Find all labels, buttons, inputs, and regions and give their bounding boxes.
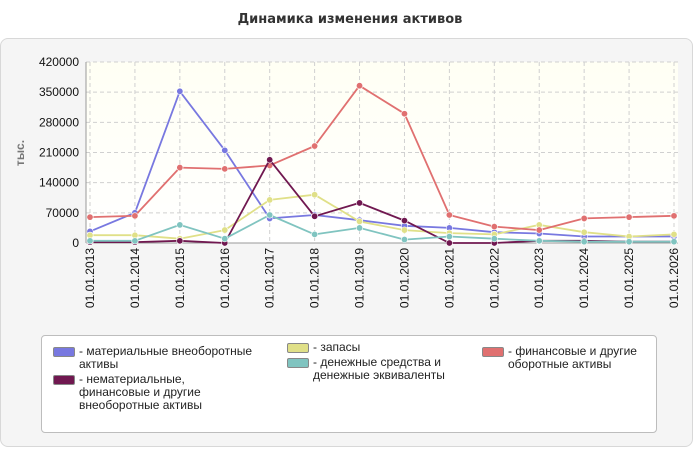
data-point-4[interactable] bbox=[670, 238, 678, 246]
x-tick-label: 01.01.2022 bbox=[487, 248, 501, 308]
data-point-4[interactable] bbox=[445, 233, 453, 241]
data-point-2[interactable] bbox=[490, 223, 498, 231]
data-point-4[interactable] bbox=[400, 236, 408, 244]
legend-item-inventory[interactable]: - запасы bbox=[287, 341, 477, 354]
data-point-2[interactable] bbox=[176, 164, 184, 172]
x-tick-label: 01.01.2019 bbox=[353, 248, 367, 308]
series-lines bbox=[86, 82, 678, 247]
legend-swatch bbox=[482, 347, 504, 357]
data-point-2[interactable] bbox=[580, 214, 588, 222]
y-tick-labels: 0 70000 140000 210000 280000 350000 420000 bbox=[39, 55, 79, 250]
data-point-4[interactable] bbox=[356, 224, 364, 232]
y-axis-label: тыс. bbox=[13, 140, 27, 166]
data-point-1[interactable] bbox=[356, 217, 364, 225]
legend-label: - запасы bbox=[313, 340, 361, 354]
data-point-1[interactable] bbox=[400, 226, 408, 234]
x-tick-label: 01.01.2026 bbox=[667, 248, 681, 308]
data-point-4[interactable] bbox=[625, 238, 633, 246]
x-tick-label: 01.01.2015 bbox=[173, 248, 187, 308]
x-tick-label: 01.01.2021 bbox=[442, 248, 456, 308]
legend-item-cash[interactable]: - денежные средства и денежные эквивален… bbox=[287, 356, 477, 382]
data-point-2[interactable] bbox=[221, 165, 229, 173]
y-tick-label: 210000 bbox=[39, 146, 79, 160]
data-point-1[interactable] bbox=[670, 230, 678, 238]
data-point-2[interactable] bbox=[86, 213, 94, 221]
data-point-4[interactable] bbox=[176, 221, 184, 229]
x-tick-label: 01.01.2016 bbox=[218, 248, 232, 308]
legend-label: - нематериальные, финансовые и другие вн… bbox=[79, 372, 202, 412]
data-point-3[interactable] bbox=[356, 199, 364, 207]
x-tick-label: 01.01.2014 bbox=[128, 248, 142, 308]
legend-swatch bbox=[53, 375, 75, 385]
data-point-4[interactable] bbox=[535, 237, 543, 245]
series-line-1 bbox=[90, 193, 675, 240]
series-line-2 bbox=[89, 84, 675, 232]
data-point-4[interactable] bbox=[131, 237, 139, 245]
data-point-2[interactable] bbox=[625, 213, 633, 221]
data-point-0[interactable] bbox=[221, 146, 229, 154]
x-tick-label: 01.01.2017 bbox=[263, 248, 277, 308]
grid-lines bbox=[86, 61, 678, 243]
legend: - материальные внеоборотные активы - нем… bbox=[41, 335, 657, 433]
legend-swatch bbox=[287, 358, 309, 368]
y-tick-label: 70000 bbox=[46, 206, 80, 220]
data-point-4[interactable] bbox=[86, 237, 94, 245]
x-tick-label: 01.01.2025 bbox=[622, 248, 636, 308]
data-point-1[interactable] bbox=[266, 196, 274, 204]
data-point-2[interactable] bbox=[311, 142, 319, 150]
data-point-2[interactable] bbox=[445, 211, 453, 219]
data-point-2[interactable] bbox=[131, 212, 139, 220]
data-point-3[interactable] bbox=[400, 217, 408, 225]
data-point-3[interactable] bbox=[311, 212, 319, 220]
data-point-4[interactable] bbox=[266, 211, 274, 219]
x-tick-label: 01.01.2013 bbox=[83, 248, 97, 308]
data-point-2[interactable] bbox=[356, 82, 364, 90]
data-point-1[interactable] bbox=[311, 191, 319, 199]
data-point-3[interactable] bbox=[266, 156, 274, 164]
y-tick-label: 420000 bbox=[39, 55, 79, 69]
data-point-4[interactable] bbox=[311, 230, 319, 238]
x-tick-label: 01.01.2023 bbox=[532, 248, 546, 308]
legend-label: - материальные внеоборотные активы bbox=[79, 344, 252, 371]
series-line-4 bbox=[90, 214, 674, 243]
series-line-0 bbox=[89, 90, 674, 238]
legend-swatch bbox=[53, 347, 75, 357]
data-point-4[interactable] bbox=[490, 235, 498, 243]
chart-title: Динамика изменения активов bbox=[237, 12, 463, 27]
x-tick-label: 01.01.2024 bbox=[577, 248, 591, 308]
legend-swatch bbox=[287, 343, 309, 353]
data-point-4[interactable] bbox=[580, 238, 588, 246]
data-point-2[interactable] bbox=[670, 212, 678, 220]
data-point-3[interactable] bbox=[176, 237, 184, 245]
y-tick-label: 0 bbox=[72, 236, 79, 250]
x-tick-labels: 01.01.2013 01.01.2014 01.01.2015 01.01.2016… bbox=[83, 248, 681, 308]
data-point-1[interactable] bbox=[221, 226, 229, 234]
data-point-1[interactable] bbox=[580, 228, 588, 236]
y-tick-label: 280000 bbox=[39, 115, 79, 129]
data-point-3[interactable] bbox=[445, 239, 453, 247]
data-point-4[interactable] bbox=[221, 235, 229, 243]
data-point-2[interactable] bbox=[535, 226, 543, 234]
legend-label: - денежные средства и денежные эквивален… bbox=[313, 355, 445, 382]
y-tick-label: 350000 bbox=[39, 85, 79, 99]
y-tick-label: 140000 bbox=[39, 176, 79, 190]
legend-item-intangible-assets[interactable]: - нематериальные, финансовые и другие вн… bbox=[53, 373, 263, 412]
x-tick-label: 01.01.2018 bbox=[308, 248, 322, 308]
legend-item-financial-current-assets[interactable]: - финансовые и другие оборотные активы bbox=[482, 345, 652, 371]
data-point-0[interactable] bbox=[176, 87, 184, 95]
data-point-2[interactable] bbox=[400, 110, 408, 118]
x-tick-label: 01.01.2020 bbox=[397, 248, 411, 308]
chart-plot: 0 70000 140000 210000 280000 350000 420000 01.… bbox=[13, 55, 681, 308]
legend-item-tangible-assets[interactable]: - материальные внеоборотные активы bbox=[53, 345, 263, 371]
legend-label: - финансовые и другие оборотные активы bbox=[508, 344, 637, 371]
